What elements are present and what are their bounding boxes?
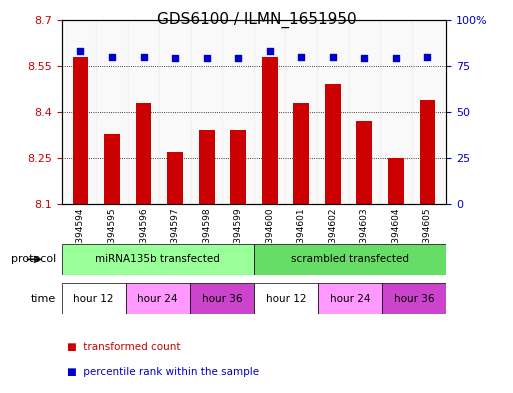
Point	[297, 53, 305, 60]
Bar	[357, 121, 372, 204]
Bar	[230, 130, 246, 204]
FancyBboxPatch shape	[254, 283, 318, 314]
Point	[266, 48, 274, 54]
FancyBboxPatch shape	[126, 283, 190, 314]
Text: scrambled transfected: scrambled transfected	[291, 254, 409, 264]
Point	[76, 48, 85, 54]
Point	[203, 55, 211, 62]
Text: hour 24: hour 24	[330, 294, 370, 304]
Text: hour 24: hour 24	[137, 294, 178, 304]
Bar	[325, 84, 341, 204]
Bar	[317, 20, 348, 204]
Bar	[128, 20, 160, 204]
Text: time: time	[31, 294, 56, 304]
Text: hour 36: hour 36	[202, 294, 242, 304]
Point	[140, 53, 148, 60]
FancyBboxPatch shape	[62, 244, 254, 275]
Bar	[293, 103, 309, 204]
Bar	[73, 57, 88, 204]
Bar	[167, 152, 183, 204]
Bar	[65, 20, 96, 204]
Bar	[388, 158, 404, 204]
Bar	[348, 20, 380, 204]
Bar	[223, 20, 254, 204]
Bar	[285, 20, 317, 204]
Bar	[191, 20, 223, 204]
Bar	[411, 20, 443, 204]
FancyBboxPatch shape	[62, 283, 126, 314]
Bar	[420, 100, 435, 204]
Bar	[135, 103, 151, 204]
Bar	[104, 134, 120, 204]
Point	[234, 55, 242, 62]
Point	[171, 55, 179, 62]
FancyBboxPatch shape	[190, 283, 254, 314]
Text: miRNA135b transfected: miRNA135b transfected	[95, 254, 220, 264]
Bar	[96, 20, 128, 204]
Point	[108, 53, 116, 60]
Text: hour 36: hour 36	[394, 294, 435, 304]
Text: ■  transformed count: ■ transformed count	[67, 342, 180, 352]
Point	[360, 55, 368, 62]
Bar	[199, 130, 214, 204]
Text: protocol: protocol	[11, 254, 56, 264]
Point	[423, 53, 431, 60]
FancyBboxPatch shape	[318, 283, 382, 314]
Bar	[160, 20, 191, 204]
Point	[329, 53, 337, 60]
Text: GDS6100 / ILMN_1651950: GDS6100 / ILMN_1651950	[156, 12, 357, 28]
Text: ■  percentile rank within the sample: ■ percentile rank within the sample	[67, 367, 259, 377]
Text: hour 12: hour 12	[73, 294, 114, 304]
Text: hour 12: hour 12	[266, 294, 306, 304]
Bar	[262, 57, 278, 204]
FancyBboxPatch shape	[382, 283, 446, 314]
FancyBboxPatch shape	[254, 244, 446, 275]
Bar	[254, 20, 285, 204]
Point	[392, 55, 400, 62]
Bar	[380, 20, 411, 204]
